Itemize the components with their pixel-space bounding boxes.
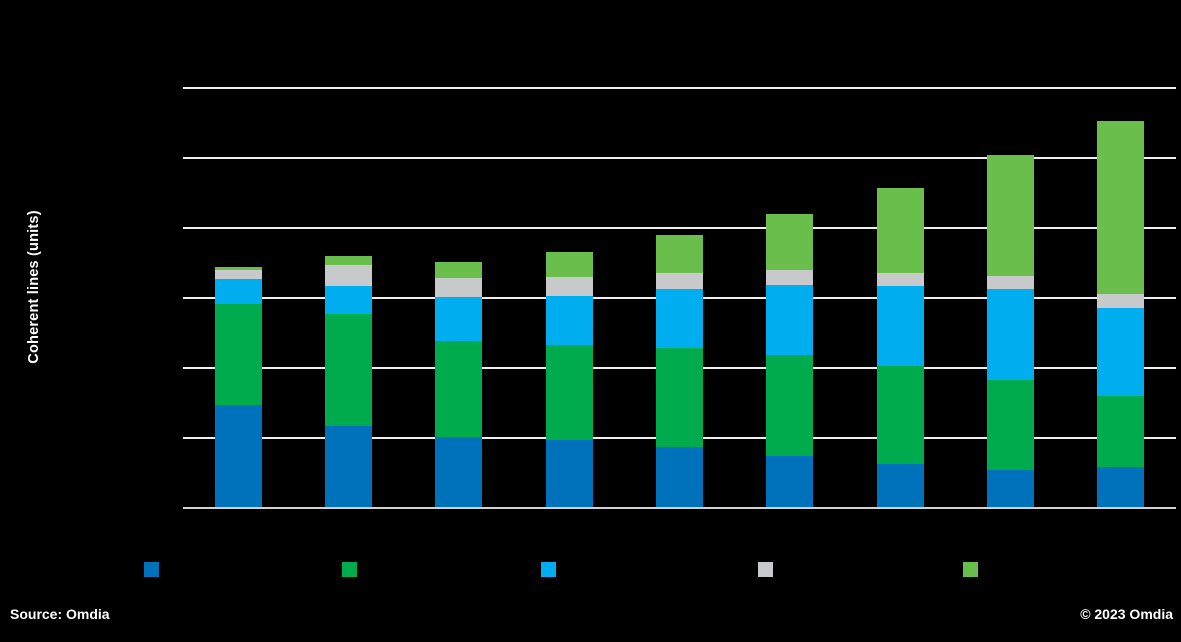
bar-segment-light-green	[545, 251, 593, 278]
legend-swatch-dark-blue	[144, 562, 159, 577]
bar-segment-green	[324, 313, 372, 426]
bar-segment-cyan	[214, 278, 262, 305]
legend-swatch-light-green	[963, 562, 978, 577]
bar-segment-green	[545, 344, 593, 440]
bar-slot-9	[1066, 87, 1176, 507]
bar-slot-8	[955, 87, 1065, 507]
bar-segment-light-green	[435, 262, 483, 279]
bar-stack-9	[1097, 121, 1145, 507]
bar-slot-6	[735, 87, 845, 507]
bar-segment-dark-blue	[986, 469, 1034, 507]
bar-stack-6	[766, 214, 814, 507]
bar-segment-green	[766, 355, 814, 456]
plot-area	[183, 87, 1176, 509]
bar-segment-green	[986, 379, 1034, 470]
bar-segment-green	[435, 341, 483, 437]
bar-segment-cyan	[545, 296, 593, 345]
bar-slot-1	[183, 87, 293, 507]
bar-segment-gray	[986, 276, 1034, 290]
bar-segment-light-green	[876, 187, 924, 273]
bar-segment-dark-blue	[214, 404, 262, 507]
bar-segment-green	[876, 365, 924, 465]
bar-segment-gray	[1097, 293, 1145, 308]
legend	[0, 562, 1181, 578]
bar-slot-7	[845, 87, 955, 507]
bar-segment-dark-blue	[655, 446, 703, 507]
x-axis-baseline	[183, 507, 1176, 509]
bar-segment-cyan	[435, 297, 483, 342]
bar-slot-3	[404, 87, 514, 507]
bar-segment-gray	[766, 270, 814, 286]
bar-slot-5	[624, 87, 734, 507]
bar-segment-dark-blue	[1097, 467, 1145, 507]
bar-stack-3	[435, 262, 483, 507]
bar-segment-gray	[435, 278, 483, 298]
bar-segment-light-green	[766, 214, 814, 271]
bar-segment-cyan	[766, 285, 814, 356]
bar-stack-8	[986, 154, 1034, 507]
bar-segment-gray	[545, 277, 593, 297]
copyright-note: © 2023 Omdia	[1080, 606, 1173, 622]
bar-segment-green	[214, 304, 262, 405]
bar-segment-dark-blue	[766, 455, 814, 507]
bar-segment-gray	[655, 272, 703, 290]
bar-segment-light-green	[655, 234, 703, 273]
bar-segment-dark-blue	[435, 437, 483, 507]
bar-slot-2	[293, 87, 403, 507]
bar-segment-light-green	[986, 154, 1034, 277]
bar-stack-1	[214, 266, 262, 507]
bar-segment-cyan	[324, 285, 372, 314]
y-axis-label: Coherent lines (units)	[26, 210, 42, 364]
bar-segment-gray	[214, 269, 262, 279]
bar-stack-2	[324, 255, 372, 507]
bar-segment-dark-blue	[324, 425, 372, 507]
bar-segment-dark-blue	[545, 439, 593, 507]
bar-segment-green	[655, 348, 703, 447]
bar-segment-gray	[324, 264, 372, 286]
bar-segment-light-green	[324, 255, 372, 265]
bar-segment-light-green	[214, 266, 262, 270]
bar-segment-cyan	[986, 289, 1034, 380]
bar-segment-cyan	[876, 285, 924, 366]
legend-swatch-cyan	[541, 562, 556, 577]
bar-segment-green	[1097, 396, 1145, 468]
legend-swatch-green	[342, 562, 357, 577]
bar-segment-cyan	[655, 289, 703, 349]
bar-segment-gray	[876, 272, 924, 286]
bar-segment-dark-blue	[876, 464, 924, 507]
legend-swatch-gray	[758, 562, 773, 577]
bar-stack-7	[876, 187, 924, 507]
bars	[183, 87, 1176, 507]
bar-segment-light-green	[1097, 121, 1145, 294]
bar-slot-4	[514, 87, 624, 507]
source-note: Source: Omdia	[10, 606, 110, 622]
bar-stack-4	[545, 251, 593, 507]
bar-stack-5	[655, 234, 703, 507]
bar-segment-cyan	[1097, 307, 1145, 397]
